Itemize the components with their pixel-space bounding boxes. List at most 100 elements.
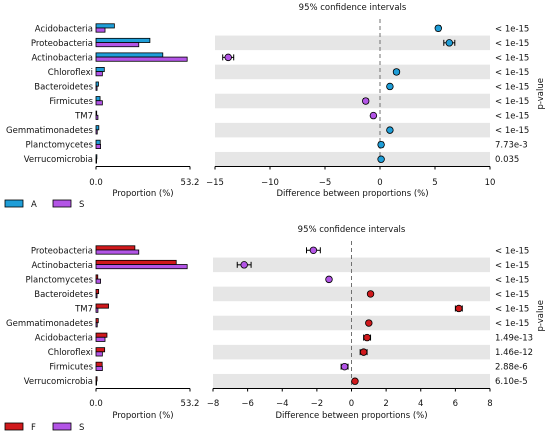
bar-s (95, 249, 140, 255)
bar-s (95, 293, 98, 299)
category-label: Bacteroidetes (34, 82, 93, 92)
difference-point (434, 24, 442, 32)
row-band (215, 35, 490, 51)
right-tick-label: 2 (383, 399, 388, 409)
p-value-label: < 1e-15 (495, 82, 529, 92)
row-band (215, 93, 490, 109)
legend-label-s: S (79, 200, 84, 210)
legend-label-s: S (79, 423, 84, 433)
p-value-label: < 1e-15 (495, 290, 529, 300)
bar-s (95, 143, 101, 149)
p-value-label: < 1e-15 (495, 68, 529, 78)
left-tick-label: 0.0 (89, 399, 103, 409)
p-value-axis-label: p-value (536, 78, 546, 109)
bar-s (95, 114, 99, 120)
row-band (215, 122, 490, 138)
p-value-label: < 1e-15 (495, 319, 529, 329)
p-value-label: < 1e-15 (495, 53, 529, 63)
legend-swatch-s (52, 199, 72, 208)
category-label: TM7 (74, 304, 93, 314)
right-tick-label: −15 (206, 178, 224, 188)
bar-f (95, 332, 108, 338)
bar-s (95, 336, 106, 342)
category-label: Chloroflexi (48, 68, 93, 78)
category-label: Firmicutes (49, 97, 93, 107)
category-label: Actinobacteria (31, 261, 93, 271)
legend-label-a: A (31, 200, 37, 210)
left-tick-label: 0.0 (89, 178, 103, 188)
category-label: Verrucomicrobia (24, 377, 93, 387)
p-value-axis-label: p-value (536, 300, 546, 331)
right-tick-label: −8 (207, 399, 220, 409)
right-x-axis-label: Difference between proportions (%) (275, 411, 427, 421)
bar-f (95, 347, 106, 353)
category-label: Planctomycetes (26, 275, 94, 285)
p-value-label: 1.49e-13 (495, 334, 533, 344)
difference-point (309, 246, 318, 254)
bar-s (95, 71, 103, 77)
difference-point (224, 53, 232, 62)
p-value-label: < 1e-15 (495, 112, 529, 122)
chart-title: 95% confidence intervals (299, 3, 407, 13)
category-label: Gemmatimonadetes (6, 319, 94, 329)
right-tick-label: 8 (487, 399, 492, 409)
bar-s (95, 85, 98, 91)
left-x-axis-label: Proportion (%) (112, 189, 173, 199)
row-band (213, 315, 490, 331)
bar-a (95, 23, 115, 29)
category-label: Planctomycetes (26, 141, 94, 151)
difference-point (455, 304, 463, 313)
category-label: TM7 (74, 112, 93, 122)
difference-point (351, 377, 359, 385)
p-value-label: < 1e-15 (495, 246, 529, 256)
difference-point (325, 275, 333, 284)
bar-s (95, 100, 103, 106)
legend-swatch-s (52, 422, 72, 431)
bar-s (95, 351, 103, 357)
right-tick-label: 5 (432, 178, 437, 188)
difference-point (340, 362, 349, 371)
bar-f (95, 274, 99, 280)
legend-swatch-f (4, 422, 24, 431)
p-value-label: < 1e-15 (495, 39, 529, 49)
category-label: Bacteroidetes (34, 290, 93, 300)
p-value-label: 7.73e-3 (495, 141, 528, 151)
right-tick-label: 0 (349, 399, 354, 409)
right-tick-label: 0 (377, 178, 382, 188)
bar-s (95, 365, 103, 371)
right-tick-label: 10 (485, 178, 496, 188)
p-value-label: 6.10e-5 (495, 377, 528, 387)
bar-a (95, 125, 100, 131)
difference-point (392, 68, 401, 76)
p-value-label: < 1e-15 (495, 304, 529, 314)
right-tick-label: 4 (418, 399, 423, 409)
bar-s (95, 158, 98, 164)
category-label: Acidobacteria (35, 24, 93, 34)
bar-s (95, 322, 98, 328)
difference-point (369, 111, 378, 120)
difference-point (365, 319, 373, 327)
bar-f (95, 318, 99, 324)
difference-point (386, 126, 394, 134)
left-x-axis-label: Proportion (%) (112, 411, 173, 421)
bar-f (95, 376, 98, 382)
right-tick-label: −2 (311, 399, 324, 409)
row-band (213, 344, 490, 360)
p-value-label: < 1e-15 (495, 261, 529, 271)
chart-title: 95% confidence intervals (298, 225, 406, 235)
p-value-label: 2.88e-6 (495, 363, 528, 373)
category-label: Proteobacteria (31, 246, 93, 256)
bar-s (95, 129, 98, 135)
difference-point (445, 39, 453, 47)
legend-label-f: F (31, 423, 36, 433)
row-band (215, 151, 490, 167)
right-tick-label: −6 (241, 399, 254, 409)
difference-point (366, 290, 375, 298)
p-value-label: < 1e-15 (495, 275, 529, 285)
difference-point (362, 97, 370, 105)
bar-a (95, 52, 164, 58)
right-tick-label: 6 (453, 399, 458, 409)
difference-point (240, 261, 248, 269)
p-value-label: < 1e-15 (495, 126, 529, 136)
bar-f (95, 361, 103, 367)
